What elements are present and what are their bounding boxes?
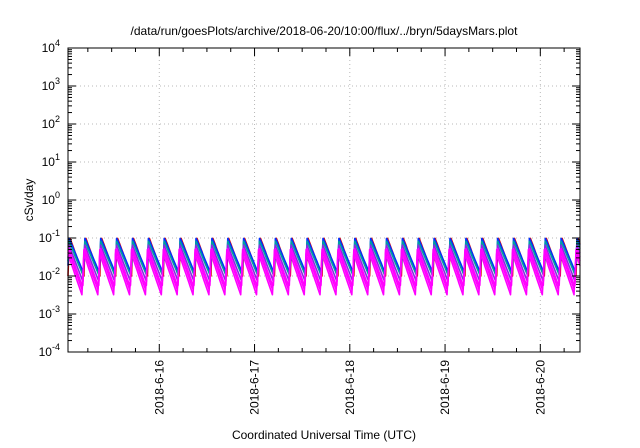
series-line bbox=[67, 244, 581, 283]
series-line bbox=[67, 253, 581, 296]
y-tick-label: 101 bbox=[42, 152, 60, 169]
chart-title: /data/run/goesPlots/archive/2018-06-20/1… bbox=[131, 24, 519, 38]
x-tick-label: 2018-6-16 bbox=[152, 360, 166, 415]
x-tick-label: 2018-6-18 bbox=[343, 360, 357, 415]
y-tick-label: 10-3 bbox=[39, 304, 60, 321]
y-tick-label: 103 bbox=[42, 76, 60, 93]
y-tick-label: 104 bbox=[42, 38, 60, 55]
series-line bbox=[67, 240, 581, 276]
y-axis-label: cSv/day bbox=[22, 179, 36, 222]
x-tick-label: 2018-6-19 bbox=[438, 360, 452, 415]
axis-ticks: 10-4 10-3 10-2 10-1 100 101 102 103 104 2018-6-16… bbox=[39, 38, 580, 415]
y-tick-label: 100 bbox=[42, 190, 60, 207]
x-tick-label: 2018-6-17 bbox=[248, 360, 262, 415]
x-tick-label: 2018-6-20 bbox=[533, 360, 547, 415]
y-tick-label: 10-4 bbox=[39, 342, 60, 359]
series-line bbox=[67, 237, 581, 273]
y-tick-label: 10-1 bbox=[39, 228, 60, 245]
series-lines bbox=[67, 237, 581, 296]
y-tick-label: 102 bbox=[42, 114, 60, 131]
x-axis-label: Coordinated Universal Time (UTC) bbox=[232, 428, 416, 442]
y-tick-label: 10-2 bbox=[39, 266, 60, 283]
